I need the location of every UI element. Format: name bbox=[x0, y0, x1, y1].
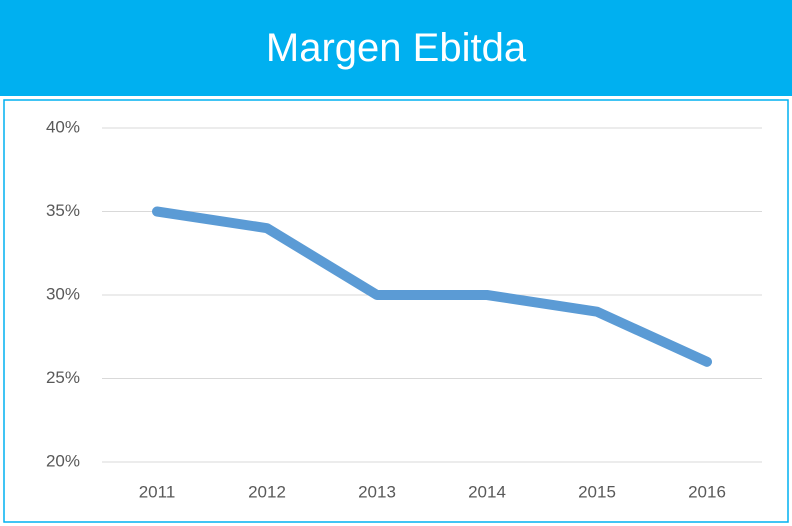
x-tick-label: 2011 bbox=[139, 482, 176, 501]
y-tick-label: 35% bbox=[46, 201, 80, 220]
y-tick-label: 25% bbox=[46, 368, 80, 387]
x-tick-label: 2014 bbox=[468, 482, 506, 501]
y-tick-label: 30% bbox=[46, 284, 80, 303]
x-tick-label: 2013 bbox=[358, 482, 396, 501]
data-line bbox=[152, 206, 712, 367]
chart-frame bbox=[3, 99, 789, 523]
x-tick-label: 2016 bbox=[688, 482, 726, 501]
x-tick-label: 2015 bbox=[578, 482, 616, 501]
chart-title: Margen Ebitda bbox=[0, 0, 792, 96]
y-tick-label: 20% bbox=[46, 451, 80, 470]
x-tick-label: 2012 bbox=[248, 482, 286, 501]
y-tick-label: 40% bbox=[46, 117, 80, 136]
